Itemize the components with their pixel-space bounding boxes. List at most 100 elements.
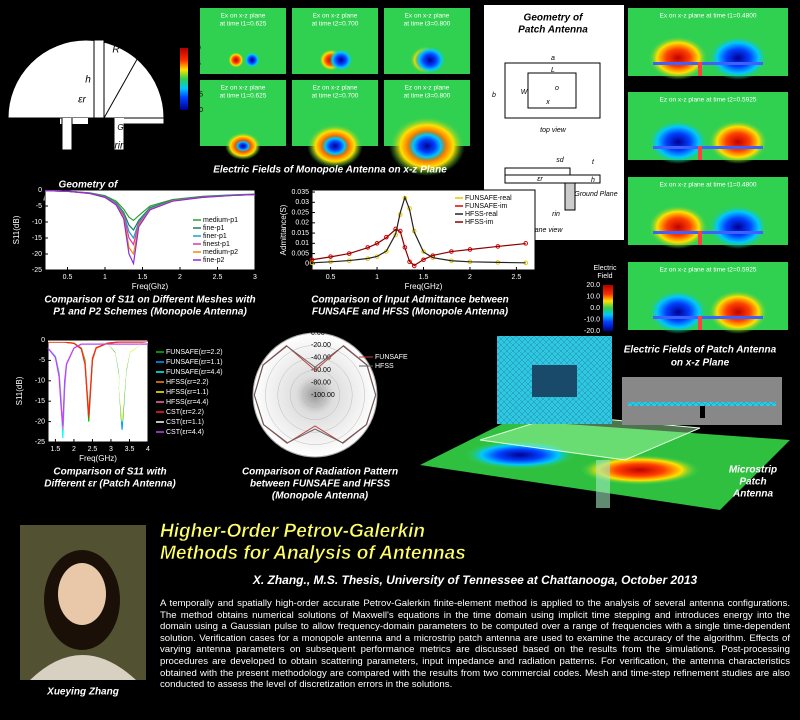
- x-tick-label: 0.5: [326, 274, 336, 281]
- legend-label: CST(εr=4.4): [166, 429, 204, 436]
- legend-label: HFSS(εr=4.4): [166, 399, 209, 406]
- legend-label: FUNSAFE(εr=4.4): [166, 369, 223, 376]
- legend-label: CST(εr=2.2): [166, 409, 204, 416]
- plot-area: [311, 189, 536, 271]
- caption: between FUNSAFE and HFSS: [250, 479, 390, 490]
- field-blob: [648, 36, 708, 80]
- y-tick-label: 0.015: [291, 230, 309, 237]
- y-tick-label: -25: [35, 439, 45, 446]
- legend-label: medium-p2: [203, 249, 238, 256]
- series-line: [311, 228, 526, 267]
- panel-title: at time t1=0.625: [220, 93, 267, 100]
- legend-label: HFSS-im: [465, 219, 494, 226]
- legend-label: HFSS: [375, 363, 394, 370]
- panel-title: Ex on x-z plane: [405, 13, 450, 20]
- geometry-label: rout: [63, 157, 81, 168]
- caption: Electric Fields of Monopole Antenna on x…: [213, 165, 447, 176]
- x-tick-label: 1.5: [51, 446, 61, 453]
- polar-grid: [302, 382, 328, 408]
- data-point: [374, 241, 380, 246]
- series-line: [47, 343, 148, 426]
- data-point: [421, 249, 426, 254]
- caption: Different εr (Patch Antenna): [44, 479, 176, 490]
- y-tick-label: 0.035: [291, 189, 309, 196]
- y-tick-label: 0.03: [295, 199, 309, 206]
- legend-label: finest-p1: [203, 241, 230, 248]
- patch-line: [653, 62, 763, 65]
- legend-label: fine-p1: [203, 225, 225, 232]
- series-line: [311, 195, 526, 264]
- geometry-label: εr: [78, 95, 86, 106]
- legend-label: HFSS(εr=1.1): [166, 389, 209, 396]
- y-tick-label: 0.005: [291, 250, 309, 257]
- y-tick-label: -20: [32, 251, 42, 258]
- colorbar-tick: -20.0: [584, 328, 600, 335]
- legend-label: fine-p2: [203, 257, 225, 264]
- series-line: [48, 340, 149, 414]
- legend-label: finer-p1: [203, 233, 227, 240]
- caption: Comparison of Input Admittance between: [311, 295, 508, 306]
- legend-label: FUNSAFE(εr=1.1): [166, 359, 223, 366]
- caption: Electric Fields of Patch Antenna: [624, 345, 777, 356]
- x-tick-label: 0.5: [63, 274, 73, 281]
- legend-label: FUNSAFE-real: [465, 195, 512, 202]
- colorbar-tick: -2.5: [191, 91, 203, 98]
- field-blob: [648, 120, 708, 164]
- data-point: [421, 257, 426, 263]
- geometry-label: x: [545, 99, 550, 106]
- x-axis-label: Freq(GHz): [79, 454, 117, 463]
- title: Methods for Analysis of Antennas: [160, 543, 466, 564]
- legend-label: HFSS(εr=2.2): [166, 379, 209, 386]
- panel-title: at time t1=0.625: [220, 21, 267, 28]
- caption: P1 and P2 Schemes (Monopole Antenna): [53, 307, 247, 318]
- colorbar-tick: 0: [191, 76, 195, 83]
- colorbar-title: Field: [597, 273, 612, 280]
- field-blob: [648, 205, 708, 249]
- data-point: [411, 263, 417, 269]
- geometry-label: t: [592, 159, 595, 166]
- data-point: [393, 226, 398, 232]
- panel-title: Ex on x-z plane at time t1=0.4800: [659, 182, 756, 189]
- x-tick-label: 1.5: [138, 274, 148, 281]
- r-tick-label: -100.00: [311, 392, 335, 399]
- y-tick-label: 0.025: [291, 209, 309, 216]
- abstract: A temporally and spatially high-order ac…: [160, 598, 790, 691]
- panel-title: Ex on x-z plane at time t1=0.4800: [659, 13, 756, 20]
- view-caption: cut-plane view: [518, 227, 564, 234]
- x-tick-label: 2: [178, 274, 182, 281]
- colorbar-tick: -10.0: [584, 316, 600, 323]
- legend-label: FUNSAFE: [375, 354, 408, 361]
- author-photo: [20, 525, 146, 680]
- author-name: Xueying Zhang: [46, 687, 119, 698]
- geometry-label: h: [85, 75, 91, 86]
- x-tick-label: 3.5: [125, 446, 135, 453]
- x-tick-label: 2.5: [512, 274, 522, 281]
- patch-line: [653, 231, 763, 234]
- colorbar: [180, 48, 188, 110]
- x-tick-label: 3: [109, 446, 113, 453]
- byline: X. Zhang., M.S. Thesis, University of Te…: [252, 573, 698, 587]
- geometry-label: Ground Plane: [117, 123, 167, 132]
- geometry-label: o: [555, 85, 559, 92]
- colorbar-tick: 2.5: [191, 60, 201, 67]
- y-tick-label: -25: [32, 267, 42, 274]
- field-blob: [244, 52, 260, 68]
- geometry-title: Patch Antenna: [518, 25, 588, 36]
- x-tick-label: 2.5: [88, 446, 98, 453]
- scene-label: Antenna: [732, 489, 773, 500]
- feed: [698, 62, 702, 76]
- geometry-label: rin: [552, 211, 560, 218]
- legend-label: FUNSAFE-im: [465, 203, 508, 210]
- panel-title: at time t3=0.800: [404, 21, 451, 28]
- geometry-label: rin: [114, 141, 126, 152]
- colorbar-title: Electric: [175, 25, 198, 32]
- x-tick-label: 4: [146, 446, 150, 453]
- y-tick-label: -20: [35, 418, 45, 425]
- r-tick-label: -20.00: [311, 342, 331, 349]
- y-tick-label: -15: [35, 398, 45, 405]
- colorbar-tick: 20.0: [586, 282, 600, 289]
- colorbar-title: Field: [178, 34, 193, 41]
- scene-label: Patch: [739, 477, 766, 488]
